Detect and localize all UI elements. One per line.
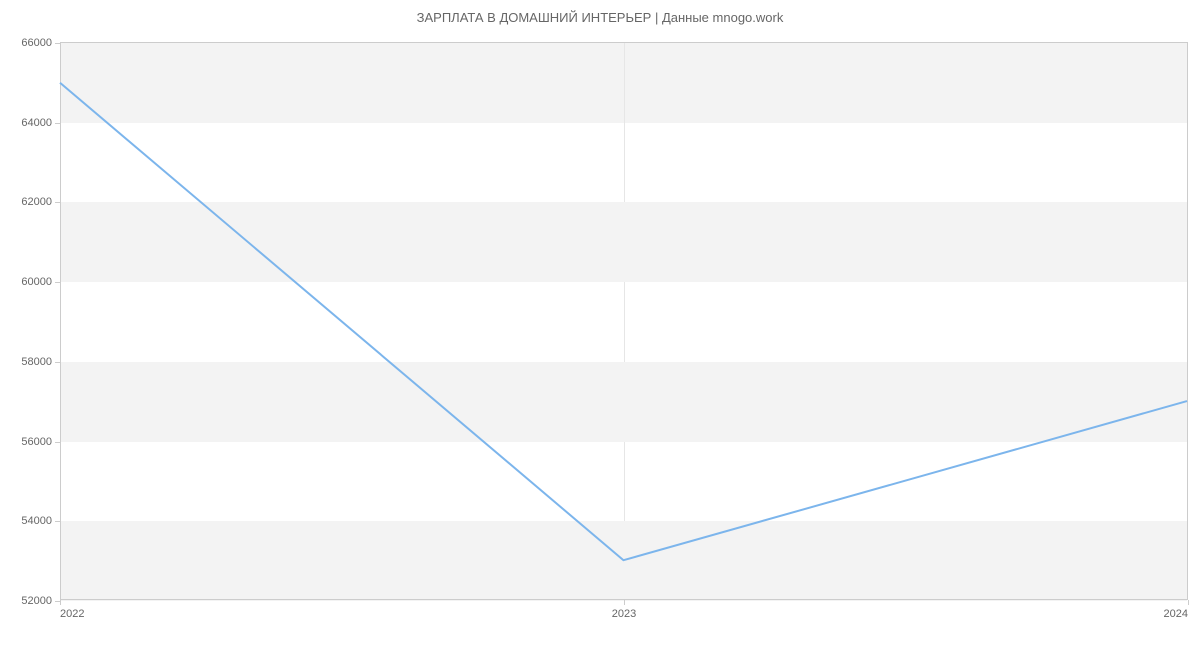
- chart-title: ЗАРПЛАТА В ДОМАШНИЙ ИНТЕРЬЕР | Данные mn…: [0, 10, 1200, 25]
- y-tick-mark: [55, 43, 60, 44]
- line-layer: [60, 43, 1187, 600]
- y-tick-mark: [55, 442, 60, 443]
- x-tick-label: 2024: [1164, 608, 1188, 620]
- plot-area: 5200054000560005800060000620006400066000…: [60, 42, 1188, 600]
- y-tick-label: 66000: [21, 37, 52, 49]
- x-tick-label: 2023: [612, 608, 636, 620]
- y-tick-label: 60000: [21, 276, 52, 288]
- y-tick-label: 62000: [21, 196, 52, 208]
- y-tick-label: 52000: [21, 595, 52, 607]
- x-tick-mark: [60, 600, 61, 605]
- x-tick-label: 2022: [60, 608, 84, 620]
- y-tick-label: 56000: [21, 436, 52, 448]
- series-line: [60, 83, 1187, 560]
- y-tick-label: 54000: [21, 515, 52, 527]
- y-tick-mark: [55, 123, 60, 124]
- y-tick-mark: [55, 282, 60, 283]
- y-tick-label: 58000: [21, 356, 52, 368]
- y-tick-mark: [55, 202, 60, 203]
- x-tick-mark: [1188, 600, 1189, 605]
- x-tick-mark: [624, 600, 625, 605]
- y-tick-label: 64000: [21, 117, 52, 129]
- y-tick-mark: [55, 362, 60, 363]
- y-tick-mark: [55, 521, 60, 522]
